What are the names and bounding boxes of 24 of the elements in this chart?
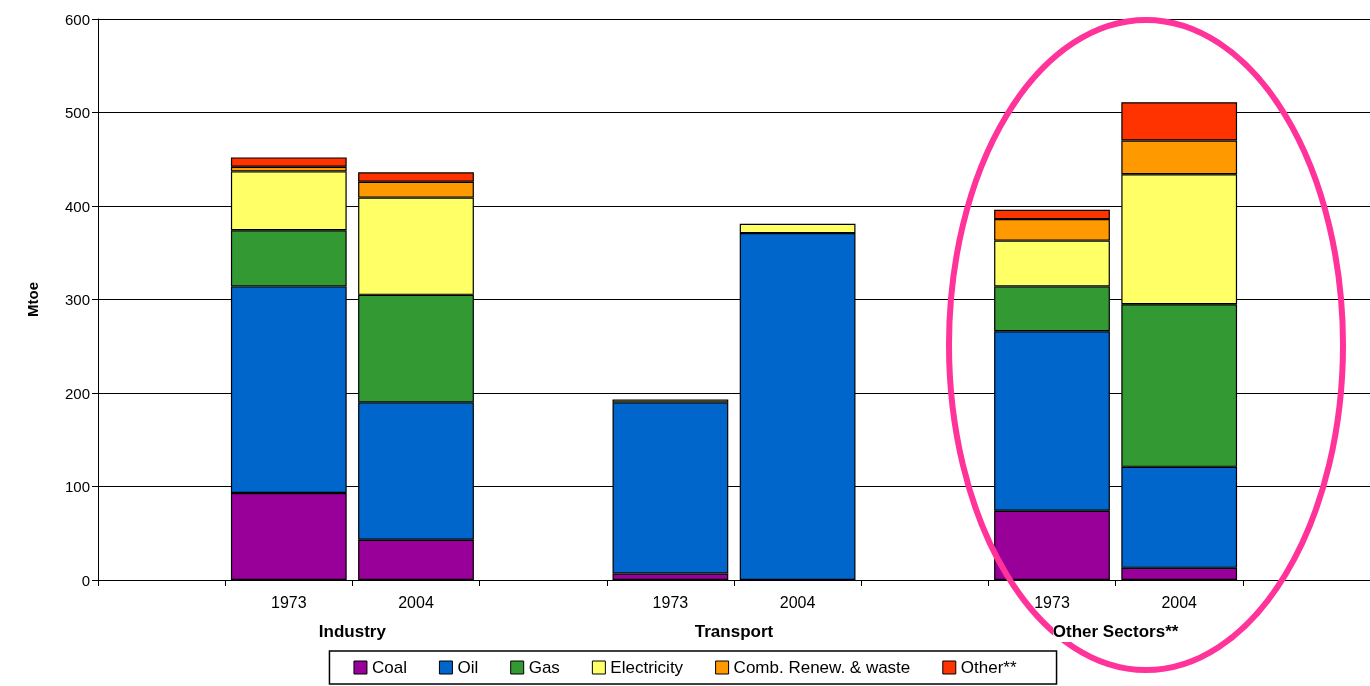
x-tick-label: 2004 (398, 593, 434, 611)
y-tick-label: 200 (64, 384, 90, 402)
x-tick-label: 1973 (652, 593, 689, 611)
legend-label: Oil (457, 658, 479, 677)
y-tick-label: 100 (64, 478, 90, 495)
bar (230, 157, 347, 167)
y-tick-label: 600 (64, 10, 90, 28)
y-tick-label: 300 (64, 291, 90, 308)
y-tick-label: 400 (64, 197, 90, 215)
text: Industry (318, 622, 386, 642)
x-tick-label: 1973 (1034, 593, 1070, 611)
x-tick-label: 1973 (271, 593, 307, 611)
y-axis-title: Mtoe (24, 282, 41, 317)
legend-label: Coal (371, 658, 407, 677)
legend-label: Gas (528, 658, 560, 677)
y-tick-label: 0 (81, 571, 90, 589)
text: Transport (694, 622, 774, 642)
legend-label: Electricity (610, 658, 684, 677)
text: Other Sectors** (1052, 622, 1179, 642)
y-tick-label: 500 (64, 104, 90, 121)
x-tick-label: 2004 (1161, 593, 1198, 611)
legend-label: Other** (960, 658, 1017, 677)
legend-label: Comb. Renew. & waste (733, 658, 911, 677)
x-tick-label: 2004 (779, 593, 816, 611)
